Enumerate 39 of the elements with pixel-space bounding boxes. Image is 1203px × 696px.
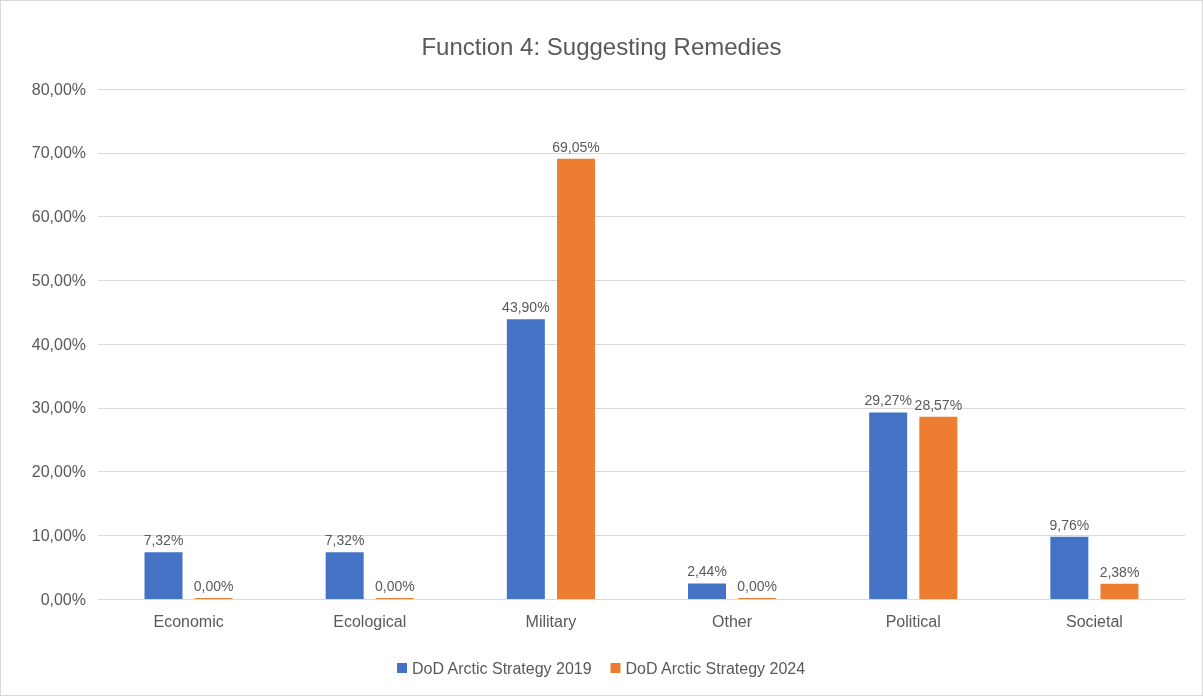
bar [1100, 583, 1139, 599]
x-tick-label: Other [712, 612, 753, 630]
data-label: 69,05% [552, 138, 600, 155]
y-tick-label: 30,00% [31, 399, 86, 417]
x-tick-label: Military [525, 612, 577, 630]
y-tick-label: 0,00% [40, 590, 86, 608]
data-label: 7,32% [143, 532, 184, 549]
y-tick-label: 10,00% [31, 526, 86, 544]
chart-title: Function 4: Suggesting Remedies [421, 32, 782, 60]
bar [919, 416, 958, 599]
data-label: 7,32% [324, 532, 365, 549]
y-tick-label: 80,00% [31, 80, 86, 98]
data-label: 2,38% [1099, 563, 1140, 580]
y-tick-label: 60,00% [31, 208, 86, 225]
bar [506, 319, 545, 599]
x-tick-label: Political [885, 612, 941, 630]
data-label: 0,00% [737, 578, 778, 594]
x-tick-label: Societal [1065, 612, 1123, 630]
bar [1050, 536, 1089, 599]
data-label: 0,00% [374, 578, 415, 594]
x-tick-label: Ecological [333, 612, 407, 630]
y-tick-label: 40,00% [31, 335, 86, 353]
bar [688, 583, 726, 599]
y-tick-label: 70,00% [31, 144, 86, 162]
data-label: 9,76% [1049, 516, 1090, 533]
data-label: 2,44% [687, 563, 727, 580]
data-label: 29,27% [864, 392, 912, 409]
bar [869, 412, 908, 599]
x-tick-label: Economic [153, 612, 224, 630]
legend-label: DoD Arctic Strategy 2024 [625, 659, 806, 677]
data-label: 28,57% [914, 396, 963, 413]
bar [557, 158, 595, 599]
bar [325, 552, 364, 599]
legend-label: DoD Arctic Strategy 2019 [411, 659, 592, 677]
y-tick-label: 20,00% [31, 463, 86, 480]
data-label: 0,00% [193, 578, 234, 594]
y-tick-label: 50,00% [31, 271, 86, 289]
bar [144, 552, 183, 599]
data-label: 43,90% [502, 299, 550, 316]
